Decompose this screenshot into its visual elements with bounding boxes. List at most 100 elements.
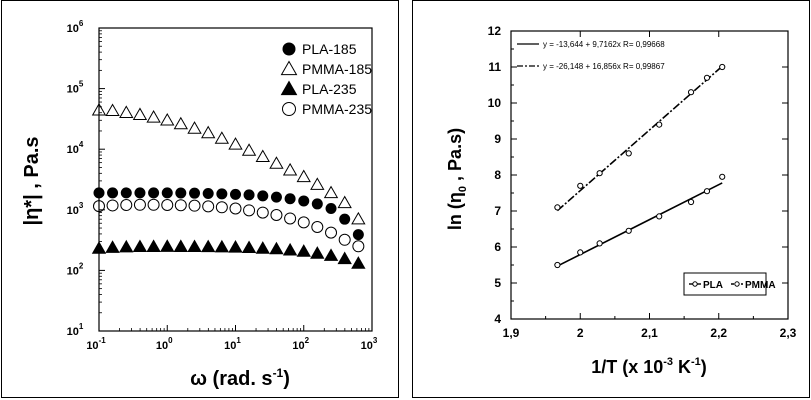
y-axis-label: |η*| , Pa.s <box>21 136 43 225</box>
data-point <box>257 190 269 202</box>
data-point <box>282 162 298 176</box>
data-point <box>134 187 146 199</box>
data-point <box>255 149 270 163</box>
legend-marker <box>692 281 698 287</box>
data-point <box>719 173 726 180</box>
right-chart-panel: 1,9 2 2,1 2,2 2,3 4 5 6 7 8 9 10 11 12 y = -13,644 + … <box>412 0 810 398</box>
data-point <box>323 185 339 199</box>
data-point <box>323 248 339 261</box>
data-point <box>173 239 188 252</box>
data-point <box>189 187 201 199</box>
data-point <box>216 188 228 200</box>
legend-marker <box>282 42 296 56</box>
data-point <box>120 187 132 199</box>
data-point <box>311 198 323 210</box>
data-point <box>351 211 366 225</box>
data-point <box>596 170 603 177</box>
data-point <box>554 261 561 269</box>
data-point <box>106 199 119 212</box>
data-point <box>120 199 133 212</box>
data-point <box>296 169 311 183</box>
data-point <box>687 198 695 206</box>
data-point <box>656 121 663 128</box>
data-point <box>269 241 284 255</box>
data-point <box>201 125 216 139</box>
x-tick-label: 101 <box>224 336 241 352</box>
data-point <box>202 187 214 199</box>
legend-box <box>683 272 767 296</box>
data-point <box>187 121 202 134</box>
y-tick-label: 9 <box>494 132 501 146</box>
data-point <box>214 239 230 253</box>
fit-equation: y = -26,148 + 16,856x R= 0,99867 <box>543 62 665 71</box>
legend-marker <box>282 102 296 116</box>
data-point <box>215 201 228 214</box>
viscosity-log-chart: 10-1 100 101 102 103 101 102 103 104 105 106 PLA-1… <box>21 19 378 390</box>
data-point <box>554 204 561 211</box>
data-point <box>147 198 160 211</box>
fit-line <box>557 182 723 267</box>
legend-label: PMMA-185 <box>302 61 372 77</box>
data-point <box>325 226 338 239</box>
y-tick-label: 103 <box>67 201 84 217</box>
data-point <box>298 195 310 207</box>
data-point <box>337 195 352 209</box>
series-PLA-185 <box>93 187 364 241</box>
data-point <box>160 239 175 252</box>
data-point <box>105 103 120 117</box>
x-tick-label: 2,3 <box>780 326 797 340</box>
data-point <box>174 199 187 212</box>
data-point <box>229 202 242 215</box>
y-tick-label: 12 <box>488 24 502 38</box>
y-tick-label: 101 <box>67 322 84 338</box>
series-PMMA-235 <box>93 198 365 253</box>
data-point <box>338 233 351 246</box>
data-point <box>325 203 337 215</box>
x-axis-label: ω (rad. s-1) <box>190 366 290 390</box>
data-point <box>296 244 311 257</box>
x-tick-label: 2,2 <box>710 326 727 340</box>
y-tick-label: 10 <box>488 96 502 110</box>
data-point <box>228 137 243 150</box>
data-point <box>173 116 188 130</box>
y-axis-label: ln (η0 , Pa.s) <box>445 128 469 230</box>
y-tick-label: 102 <box>67 261 84 277</box>
x-tick-label: 2,1 <box>641 326 658 340</box>
data-point <box>352 229 364 241</box>
data-point <box>160 112 175 126</box>
data-point <box>202 200 215 213</box>
series-PMMA <box>554 63 726 212</box>
data-point <box>284 193 296 205</box>
data-point <box>310 246 325 259</box>
y-tick-label: 7 <box>494 204 501 218</box>
x-axis-label: 1/T (x 10-3 K-1) <box>591 356 707 377</box>
x-tick-label: 1,9 <box>503 326 520 340</box>
legend-label: PMMA-235 <box>302 101 372 117</box>
data-point <box>241 240 257 254</box>
x-tick-label: 2 <box>577 326 584 340</box>
data-point <box>146 239 161 252</box>
x-tick-label: 100 <box>156 336 173 352</box>
fit-line <box>556 65 723 212</box>
data-point <box>146 110 161 123</box>
legend-marker <box>280 60 298 76</box>
legend-marker <box>734 281 740 287</box>
data-point <box>625 150 632 157</box>
data-point <box>119 105 134 118</box>
legend-label: PLA <box>703 280 723 291</box>
data-point <box>243 189 255 201</box>
data-point <box>133 198 146 211</box>
fit-equation: y = -13,644 + 9,7162x R= 0,99668 <box>543 40 665 49</box>
y-tick-label: 105 <box>67 80 84 96</box>
data-point <box>187 239 202 253</box>
data-point <box>282 242 298 256</box>
legend-marker <box>280 80 298 96</box>
data-point <box>270 209 283 222</box>
y-tick-label: 8 <box>494 168 501 182</box>
y-tick-label: 5 <box>494 276 501 290</box>
data-point <box>230 188 241 200</box>
data-point <box>228 240 243 253</box>
data-point <box>241 143 257 156</box>
data-point <box>148 187 160 199</box>
data-point <box>132 239 148 253</box>
